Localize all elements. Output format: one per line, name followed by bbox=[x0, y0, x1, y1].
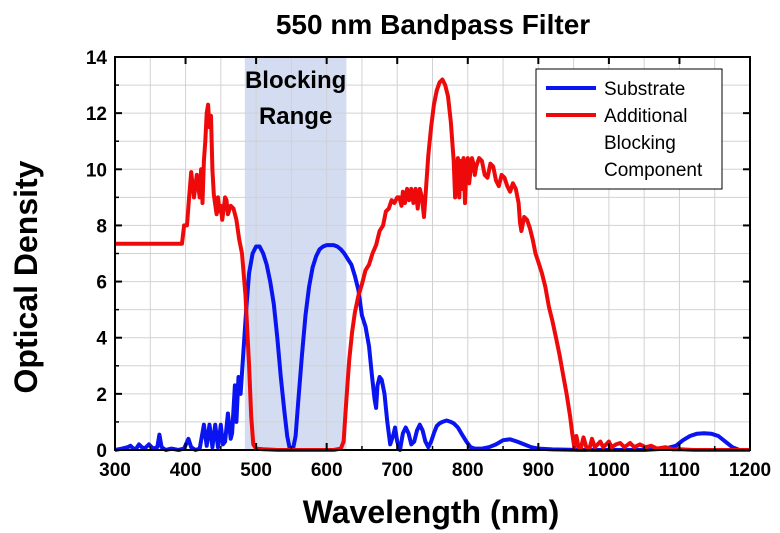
series-line-additional-blocking bbox=[115, 77, 750, 452]
axis-ticks: 300 400 500 600 700 800 900 1000 1100 1200 0 2 4 6 8 10… bbox=[86, 48, 771, 481]
legend-label-additional-blocking: Additional Blocking Component bbox=[604, 106, 703, 181]
y-tick-label: 14 bbox=[86, 48, 108, 69]
x-tick-label: 300 bbox=[99, 460, 131, 481]
y-tick-label: 4 bbox=[96, 329, 107, 350]
x-tick-label: 800 bbox=[452, 460, 484, 481]
legend: Substrate Additional Blocking Component bbox=[535, 68, 723, 190]
x-tick-label: 700 bbox=[381, 460, 413, 481]
blocking-range-label-line1: Blocking bbox=[245, 67, 346, 94]
x-tick-label: 400 bbox=[170, 460, 202, 481]
y-tick-label: 6 bbox=[96, 273, 107, 294]
legend-label-line: Additional bbox=[604, 106, 687, 127]
legend-label-substrate: Substrate bbox=[604, 79, 685, 100]
x-tick-label: 900 bbox=[522, 460, 554, 481]
x-tick-label: 500 bbox=[240, 460, 272, 481]
x-axis-label: Wavelength (nm) bbox=[303, 494, 560, 530]
y-tick-label: 12 bbox=[86, 104, 107, 125]
x-tick-label: 600 bbox=[311, 460, 343, 481]
x-tick-label: 1000 bbox=[588, 460, 630, 481]
chart-title: 550 nm Bandpass Filter bbox=[276, 9, 590, 40]
series-layer bbox=[114, 77, 750, 452]
x-tick-label: 1200 bbox=[729, 460, 771, 481]
legend-label-line: Component bbox=[604, 160, 703, 181]
x-tick-label: 1100 bbox=[659, 460, 700, 481]
y-tick-label: 0 bbox=[96, 441, 107, 462]
y-tick-label: 2 bbox=[96, 385, 107, 406]
y-tick-label: 8 bbox=[96, 216, 107, 237]
blocking-range-label-line2: Range bbox=[259, 103, 332, 130]
y-axis-label: Optical Density bbox=[8, 160, 44, 393]
legend-label-line: Blocking bbox=[604, 133, 676, 154]
y-tick-label: 10 bbox=[86, 160, 107, 181]
series-line-substrate bbox=[114, 243, 750, 452]
